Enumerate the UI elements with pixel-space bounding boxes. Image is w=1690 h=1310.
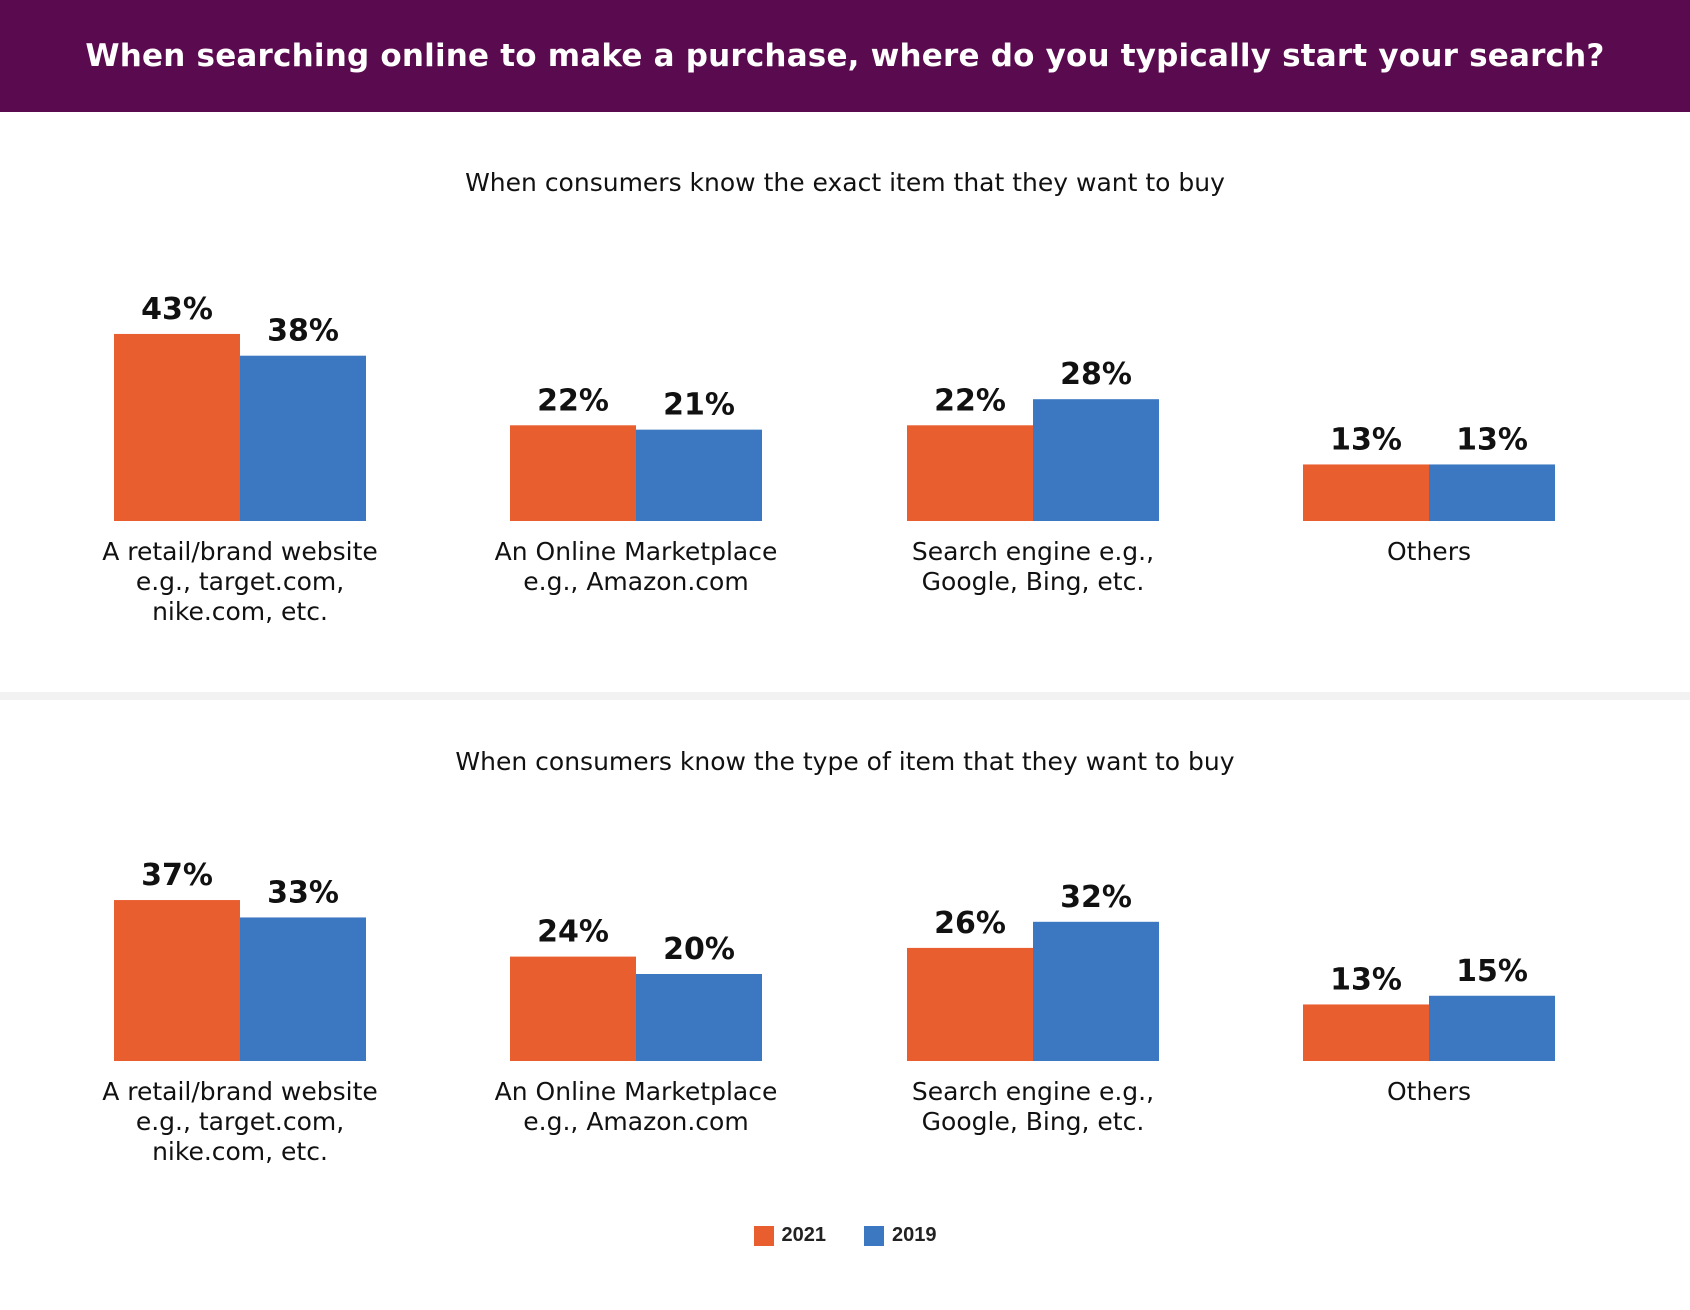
legend-label-2021: 2021 (781, 1224, 827, 1246)
category-label-0: A retail/brand website e.g., target.com, n… (102, 1077, 378, 1166)
chart-type-of-item: When consumers know the type of item tha… (102, 747, 1555, 1166)
data-label-2021-2: 22% (934, 383, 1006, 418)
data-label-2021-3: 13% (1330, 962, 1402, 997)
legend-label-2019: 2019 (892, 1224, 937, 1246)
legend: 2021 2019 (0, 1224, 1690, 1247)
data-label-2019-3: 13% (1456, 422, 1528, 457)
bar-2019-2 (1033, 921, 1159, 1061)
data-label-2019-2: 28% (1060, 357, 1132, 392)
section-divider (0, 692, 1690, 700)
category-label-3: Others (1387, 537, 1471, 566)
bar-2021-0 (114, 900, 240, 1061)
header-banner: When searching online to make a purchase… (0, 0, 1690, 112)
legend-swatch-2019 (864, 1225, 884, 1246)
bar-2019-3 (1429, 464, 1555, 521)
data-label-2021-2: 26% (934, 906, 1006, 941)
data-label-2021-1: 22% (537, 383, 609, 418)
bar-2021-1 (510, 425, 636, 521)
legend-swatch-2021 (753, 1225, 774, 1246)
bar-2019-1 (636, 429, 762, 521)
data-label-2019-0: 33% (267, 875, 339, 910)
data-label-2021-0: 43% (141, 292, 213, 327)
data-label-2021-0: 37% (141, 858, 213, 893)
category-label-2: Search engine e.g., Google, Bing, etc. (912, 537, 1154, 596)
bar-2019-0 (240, 917, 366, 1061)
category-label-1: An Online Marketplace e.g., Amazon.com (495, 1077, 778, 1136)
bar-2021-2 (907, 947, 1033, 1061)
bar-2021-3 (1303, 464, 1429, 521)
category-label-0: A retail/brand website e.g., target.com, n… (102, 537, 378, 626)
data-label-2021-1: 24% (537, 915, 609, 950)
chart-subtitle: When consumers know the type of item tha… (455, 747, 1234, 776)
category-label-3: Others (1387, 1077, 1471, 1106)
bar-2019-1 (636, 974, 762, 1061)
category-label-1: An Online Marketplace e.g., Amazon.com (495, 537, 778, 596)
legend-item-2019: 2019 (864, 1224, 937, 1247)
bar-2019-2 (1033, 399, 1159, 521)
data-label-2021-3: 13% (1330, 422, 1402, 457)
bar-2021-2 (907, 425, 1033, 521)
legend-item-2021: 2021 (753, 1224, 827, 1247)
data-label-2019-1: 21% (663, 388, 735, 423)
data-label-2019-3: 15% (1456, 954, 1528, 989)
bar-2021-3 (1303, 1004, 1429, 1061)
chart-subtitle: When consumers know the exact item that … (465, 168, 1225, 197)
data-label-2019-2: 32% (1060, 880, 1132, 915)
category-label-2: Search engine e.g., Google, Bing, etc. (912, 1077, 1154, 1136)
data-label-2019-0: 38% (267, 314, 339, 349)
data-label-2019-1: 20% (663, 932, 735, 967)
bar-2019-3 (1429, 995, 1555, 1061)
page-title: When searching online to make a purchase… (85, 38, 1605, 74)
chart-exact-item: When consumers know the exact item that … (102, 168, 1555, 626)
bar-2019-0 (240, 355, 366, 521)
bar-2021-1 (510, 956, 636, 1061)
bar-2021-0 (114, 333, 240, 521)
